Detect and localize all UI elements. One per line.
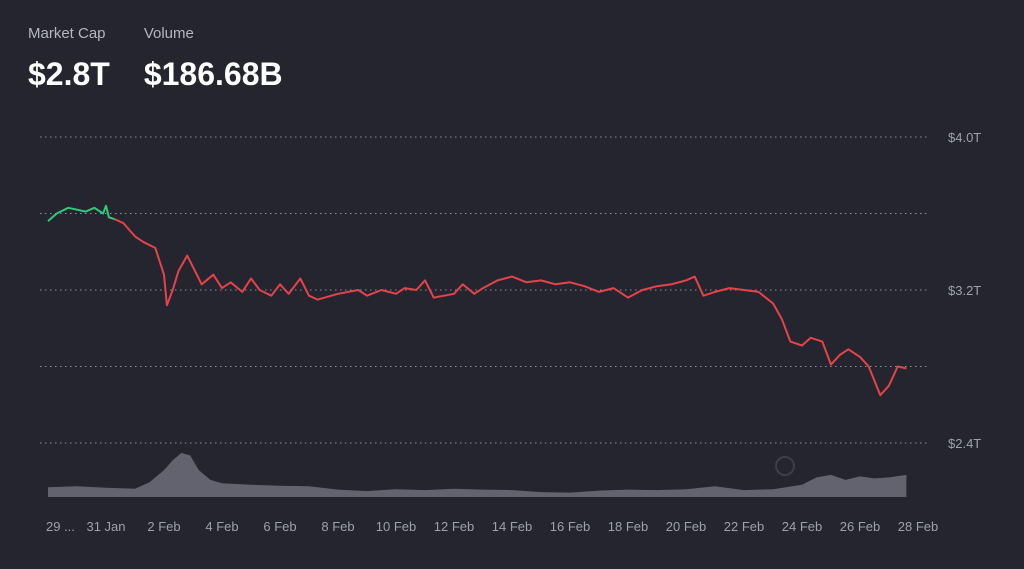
market-cap-stat: Market Cap $2.8T — [28, 24, 110, 92]
market-cap-value: $2.8T — [28, 56, 110, 92]
x-tick-label: 31 Jan — [86, 519, 125, 534]
volume-bars — [48, 452, 907, 497]
x-tick-label: 29 ... — [46, 519, 75, 534]
y-tick-label: $2.4T — [948, 436, 981, 451]
x-tick-label: 14 Feb — [492, 519, 532, 534]
watermark-icon — [775, 456, 795, 476]
x-tick-label: 16 Feb — [550, 519, 590, 534]
stats-bar: Market Cap $2.8T Volume $186.68B — [28, 24, 283, 92]
x-tick-label: 12 Feb — [434, 519, 474, 534]
x-tick-label: 18 Feb — [608, 519, 648, 534]
grid-lines — [40, 136, 928, 444]
volume-label: Volume — [143, 25, 194, 42]
price-line-down[interactable] — [114, 218, 907, 397]
x-tick-label: 10 Feb — [376, 519, 416, 534]
watermark-logo — [775, 456, 795, 476]
x-tick-label: 2 Feb — [147, 519, 180, 534]
x-tick-label: 26 Feb — [840, 519, 880, 534]
y-tick-label: $4.0T — [948, 130, 981, 145]
y-axis-labels: $4.0T $3.2T $2.4T — [948, 130, 981, 451]
volume-stat: Volume $186.68B — [144, 24, 283, 92]
market-cap-label: Market Cap — [28, 25, 106, 42]
price-line-up[interactable] — [47, 204, 116, 222]
x-tick-label: 24 Feb — [782, 519, 822, 534]
x-axis-labels: 29 ... 31 Jan 2 Feb 4 Feb 6 Feb 8 Feb 10 Feb 12… — [46, 519, 938, 534]
volume-value: $186.68B — [143, 56, 283, 92]
x-tick-label: 22 Feb — [724, 519, 764, 534]
x-tick-label: 8 Feb — [321, 519, 354, 534]
price-line[interactable] — [47, 204, 907, 397]
volume-area — [48, 452, 907, 497]
y-tick-label: $3.2T — [948, 283, 981, 298]
x-tick-label: 20 Feb — [666, 519, 706, 534]
x-tick-label: 4 Feb — [205, 519, 238, 534]
x-tick-label: 28 Feb — [898, 519, 938, 534]
x-tick-label: 6 Feb — [263, 519, 296, 534]
